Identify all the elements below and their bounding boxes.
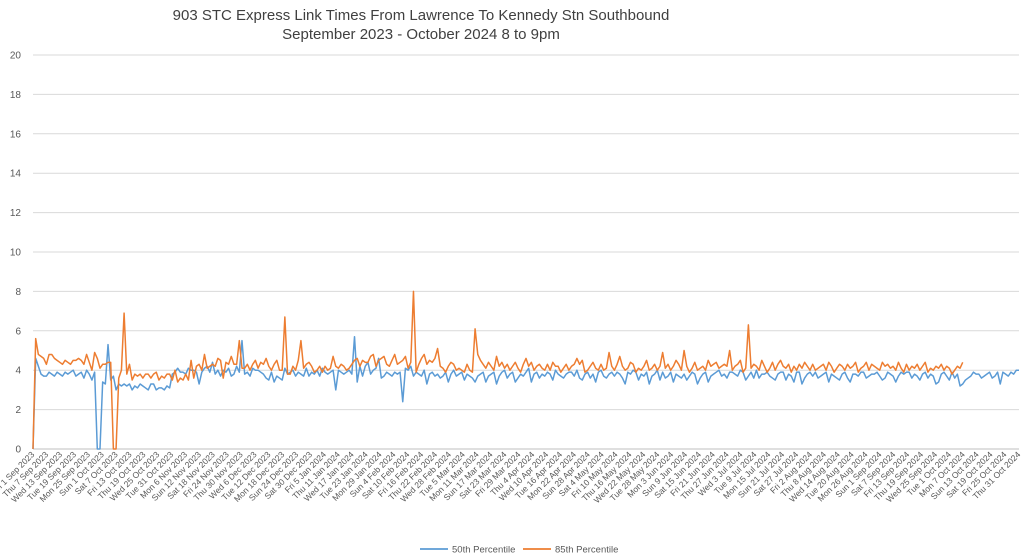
series-line-50th-percentile xyxy=(32,335,1019,450)
gridlines xyxy=(33,54,1019,411)
y-tick-label: 4 xyxy=(15,366,21,377)
y-tick-label: 20 xyxy=(10,51,22,62)
chart-subtitle: September 2023 - October 2024 8 to 9pm xyxy=(282,26,560,43)
legend-label: 50th Percentile xyxy=(452,545,515,556)
y-tick-label: 0 xyxy=(15,445,21,456)
series-line-85th-percentile xyxy=(32,290,964,450)
y-tick-label: 2 xyxy=(15,405,21,416)
legend-label: 85th Percentile xyxy=(555,545,618,556)
legend: 50th Percentile 85th Percentile xyxy=(420,545,618,556)
y-axis-ticks: 0 2 4 6 8 10 12 14 16 18 20 xyxy=(10,51,22,456)
y-tick-label: 6 xyxy=(15,326,21,337)
chart-title: 903 STC Express Link Times From Lawrence… xyxy=(172,7,670,24)
y-tick-label: 12 xyxy=(10,208,22,219)
y-tick-label: 14 xyxy=(10,169,22,180)
series-lines xyxy=(32,290,1019,450)
y-tick-label: 8 xyxy=(15,287,21,298)
y-tick-label: 10 xyxy=(10,248,22,259)
y-tick-label: 18 xyxy=(10,90,22,101)
y-tick-label: 16 xyxy=(10,129,22,140)
